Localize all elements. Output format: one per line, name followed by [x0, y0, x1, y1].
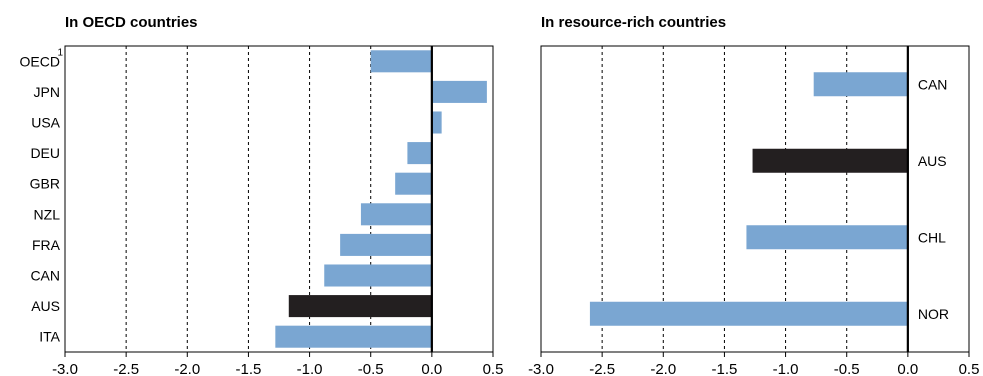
- oecd-bar-jpn: [431, 80, 487, 103]
- oecd-tick-label--1.5: -1.5: [235, 361, 261, 376]
- resource-rich-category-label-can: CAN: [918, 76, 948, 92]
- resource-rich-bar-nor: [589, 301, 908, 326]
- oecd-bar-gbr: [395, 172, 432, 195]
- panel-title-resource-rich: In resource-rich countries: [541, 14, 726, 31]
- oecd-category-label-oecd: OECD: [20, 53, 60, 69]
- oecd-bar-can: [324, 264, 432, 287]
- resource-rich-tick-label--1.0: -1.0: [773, 361, 799, 376]
- oecd-category-label-fra: FRA: [32, 237, 61, 253]
- oecd-category-label-ita: ITA: [39, 329, 60, 345]
- resource-rich-category-label-aus: AUS: [918, 153, 947, 169]
- oecd-tick-label--1.0: -1.0: [297, 361, 323, 376]
- oecd-tick-label-0.0: 0.0: [421, 361, 442, 376]
- resource-rich-tick-label--1.5: -1.5: [711, 361, 737, 376]
- oecd-tick-label--0.5: -0.5: [358, 361, 384, 376]
- resource-rich-plot-frame: [540, 45, 970, 353]
- oecd-bar-ita: [275, 325, 432, 348]
- oecd-bar-aus: [288, 295, 432, 318]
- oecd-footnote-marker: 1: [57, 47, 63, 58]
- panel-resource-rich: CAN AUS CHL NOR -3.0 -2.5 -2.0 -1.5 -1.0 -0.5 0.0 0…: [528, 45, 980, 376]
- panel-title-oecd: In OECD countries: [65, 14, 198, 31]
- oecd-category-label-can: CAN: [30, 268, 60, 284]
- oecd-bar-oecd: [370, 50, 432, 73]
- oecd-category-label-jpn: JPN: [34, 84, 60, 100]
- resource-rich-tick-label-0.5: 0.5: [959, 361, 980, 376]
- oecd-bar-deu: [407, 142, 432, 165]
- resource-rich-category-label-nor: NOR: [918, 306, 949, 322]
- oecd-tick-label--2.0: -2.0: [174, 361, 200, 376]
- resource-rich-tick-label--0.5: -0.5: [834, 361, 860, 376]
- oecd-bar-fra: [340, 233, 432, 256]
- oecd-plot-frame: [64, 45, 494, 353]
- oecd-bar-nzl: [360, 203, 432, 226]
- resource-rich-tick-label--3.0: -3.0: [528, 361, 554, 376]
- oecd-category-label-aus: AUS: [31, 298, 60, 314]
- resource-rich-category-label-chl: CHL: [918, 229, 946, 245]
- resource-rich-tick-label--2.0: -2.0: [650, 361, 676, 376]
- resource-rich-tick-label--2.5: -2.5: [589, 361, 615, 376]
- oecd-bar-usa: [431, 111, 442, 134]
- oecd-category-label-usa: USA: [31, 115, 60, 131]
- oecd-tick-label--3.0: -3.0: [52, 361, 78, 376]
- resource-rich-bar-aus: [752, 148, 908, 173]
- oecd-tick-label-0.5: 0.5: [483, 361, 504, 376]
- oecd-category-label-nzl: NZL: [34, 206, 61, 222]
- oecd-tick-label--2.5: -2.5: [113, 361, 139, 376]
- oecd-category-label-deu: DEU: [30, 145, 60, 161]
- oecd-category-label-gbr: GBR: [30, 176, 60, 192]
- resource-rich-bar-can: [813, 72, 908, 97]
- resource-rich-tick-label-0.0: 0.0: [897, 361, 918, 376]
- resource-rich-bar-chl: [746, 225, 908, 250]
